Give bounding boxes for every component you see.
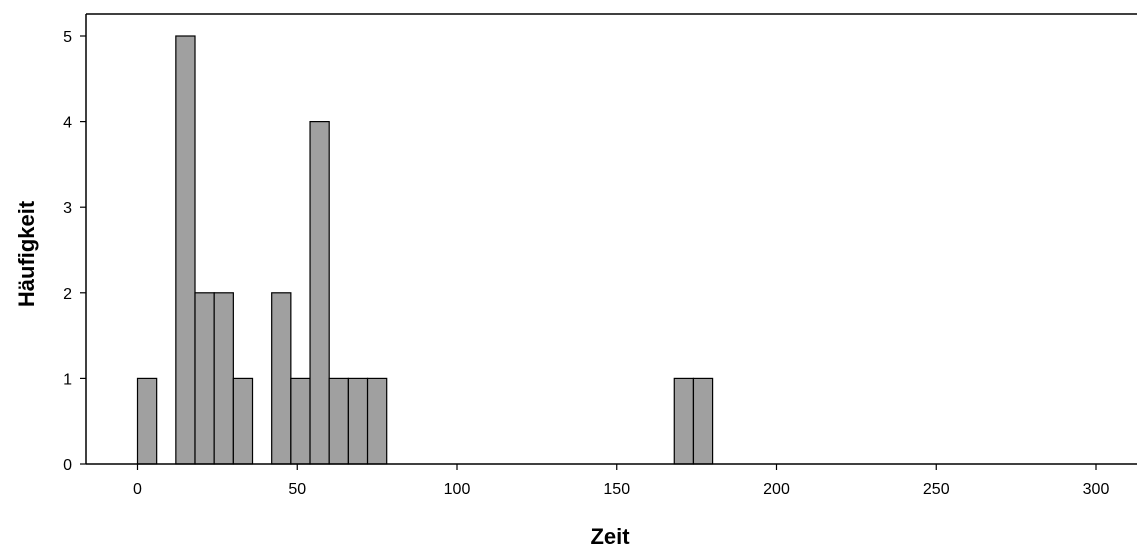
- histogram-bar: [232, 377, 254, 465]
- x-ticks-group: 0 50 100 150 200 250 300: [133, 464, 1109, 498]
- histogram-bar: [175, 35, 196, 465]
- y-tick-label: 2: [63, 286, 72, 303]
- histogram-bar: [692, 377, 714, 465]
- histogram-bar: [290, 377, 311, 465]
- x-tick-label: 200: [763, 481, 790, 498]
- histogram-bar: [366, 377, 388, 465]
- x-tick-label: 300: [1083, 481, 1110, 498]
- histogram-bar: [136, 377, 158, 465]
- histogram-bar: [213, 292, 234, 465]
- y-ticks-group: 0 1 2 3 4 5: [63, 29, 86, 474]
- y-tick-label: 3: [63, 200, 72, 217]
- x-tick-label: 250: [923, 481, 950, 498]
- x-tick-label: 100: [444, 481, 471, 498]
- x-tick-label: 0: [133, 481, 142, 498]
- histogram-bar: [673, 377, 695, 465]
- y-tick-label: 5: [63, 29, 72, 46]
- histogram-bar: [328, 377, 349, 465]
- x-axis-title: Zeit: [590, 524, 630, 549]
- y-tick-label: 0: [63, 457, 72, 474]
- y-tick-label: 1: [63, 371, 72, 388]
- y-tick-label: 4: [63, 115, 72, 132]
- histogram-bar: [194, 292, 215, 465]
- y-axis-title: Häufigkeit: [14, 200, 39, 307]
- x-tick-label: 50: [288, 481, 306, 498]
- histogram-bar: [347, 377, 369, 465]
- bars-group: [136, 35, 714, 465]
- histogram-bar: [309, 120, 330, 465]
- axes-group: [85, 13, 1137, 465]
- histogram-bar: [271, 292, 292, 465]
- x-tick-label: 150: [603, 481, 630, 498]
